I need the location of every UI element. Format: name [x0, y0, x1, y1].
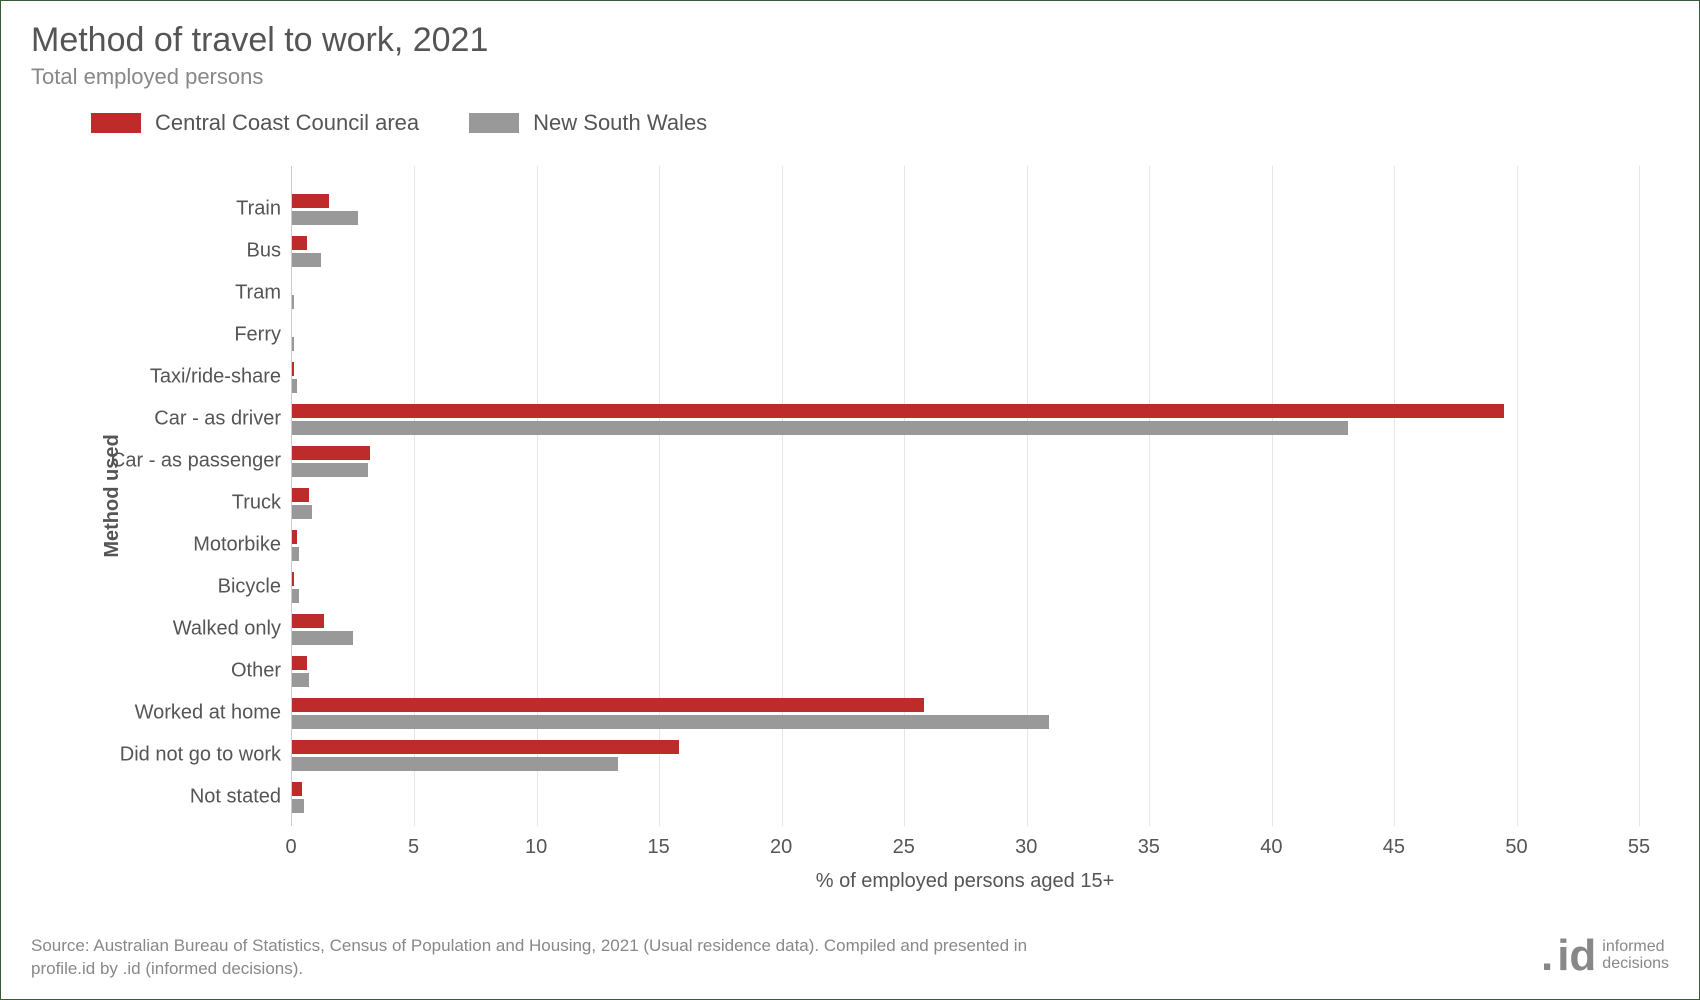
logo-tagline-1: informed: [1602, 938, 1664, 955]
x-tick-label: 0: [285, 836, 296, 859]
x-axis: % of employed persons aged 15+ 051015202…: [291, 826, 1639, 896]
bar: [292, 589, 299, 603]
bar: [292, 799, 304, 813]
logo-dot-icon: .: [1541, 931, 1551, 981]
category-label: Bicycle: [218, 576, 281, 599]
x-tick-label: 55: [1628, 836, 1650, 859]
grid-line: [1394, 166, 1395, 826]
legend-label-2: New South Wales: [533, 110, 707, 136]
bar: [292, 673, 309, 687]
legend: Central Coast Council area New South Wal…: [91, 110, 1669, 136]
bar: [292, 631, 353, 645]
bar: [292, 488, 309, 502]
category-label: Not stated: [190, 786, 281, 809]
bar: [292, 295, 294, 309]
x-tick-label: 45: [1383, 836, 1405, 859]
bar: [292, 446, 370, 460]
plot: Method used TrainBusTramFerryTaxi/ride-s…: [91, 166, 1639, 826]
logo-id-text: id: [1557, 931, 1596, 981]
bar: [292, 740, 679, 754]
x-tick-label: 10: [525, 836, 547, 859]
plot-area: [291, 166, 1639, 826]
logo-tagline-2: decisions: [1602, 955, 1669, 972]
bar: [292, 463, 368, 477]
legend-swatch-2: [469, 113, 519, 133]
grid-line: [1517, 166, 1518, 826]
chart-title: Method of travel to work, 2021: [31, 21, 1669, 60]
grid-line: [1272, 166, 1273, 826]
bar: [292, 614, 324, 628]
bar: [292, 530, 297, 544]
category-label: Taxi/ride-share: [150, 366, 281, 389]
source-line-2: profile.id by .id (informed decisions).: [31, 959, 303, 978]
bar: [292, 547, 299, 561]
x-tick-label: 15: [648, 836, 670, 859]
x-tick-label: 5: [408, 836, 419, 859]
source-text: Source: Australian Bureau of Statistics,…: [31, 935, 1027, 981]
category-label: Did not go to work: [120, 744, 281, 767]
footer: Source: Australian Bureau of Statistics,…: [31, 931, 1669, 981]
logo: . id informed decisions: [1541, 931, 1669, 981]
category-label: Other: [231, 660, 281, 683]
bar: [292, 757, 618, 771]
bar: [292, 194, 329, 208]
legend-item-series-1: Central Coast Council area: [91, 110, 419, 136]
category-label: Train: [236, 198, 281, 221]
grid-line: [1639, 166, 1640, 826]
bar: [292, 656, 307, 670]
bar: [292, 337, 294, 351]
category-label: Truck: [232, 492, 281, 515]
x-tick-label: 50: [1505, 836, 1527, 859]
category-label: Motorbike: [193, 534, 281, 557]
x-tick-label: 25: [893, 836, 915, 859]
category-label: Worked at home: [135, 702, 281, 725]
category-label: Car - as driver: [154, 408, 281, 431]
bar: [292, 715, 1049, 729]
bar: [292, 572, 294, 586]
bar: [292, 505, 312, 519]
chart-frame: Method of travel to work, 2021 Total emp…: [0, 0, 1700, 1000]
x-axis-label: % of employed persons aged 15+: [816, 870, 1115, 893]
bar: [292, 698, 924, 712]
logo-tagline: informed decisions: [1602, 939, 1669, 973]
x-tick-label: 30: [1015, 836, 1037, 859]
x-tick-label: 40: [1260, 836, 1282, 859]
category-label: Bus: [247, 240, 281, 263]
source-line-1: Source: Australian Bureau of Statistics,…: [31, 936, 1027, 955]
bar: [292, 782, 302, 796]
grid-line: [1149, 166, 1150, 826]
bar: [292, 253, 321, 267]
legend-item-series-2: New South Wales: [469, 110, 707, 136]
bar: [292, 404, 1504, 418]
bar: [292, 421, 1348, 435]
category-label: Ferry: [234, 324, 281, 347]
category-label: Tram: [235, 282, 281, 305]
x-tick-label: 20: [770, 836, 792, 859]
bar: [292, 236, 307, 250]
bar: [292, 211, 358, 225]
legend-label-1: Central Coast Council area: [155, 110, 419, 136]
legend-swatch-1: [91, 113, 141, 133]
category-label: Walked only: [173, 618, 281, 641]
category-label: Car - as passenger: [111, 450, 281, 473]
chart-subtitle: Total employed persons: [31, 64, 1669, 90]
bar: [292, 362, 294, 376]
x-tick-label: 35: [1138, 836, 1160, 859]
bar: [292, 379, 297, 393]
category-labels: Train Bus Tram Ferry Taxi/ride-share Car - as…: [91, 166, 291, 826]
